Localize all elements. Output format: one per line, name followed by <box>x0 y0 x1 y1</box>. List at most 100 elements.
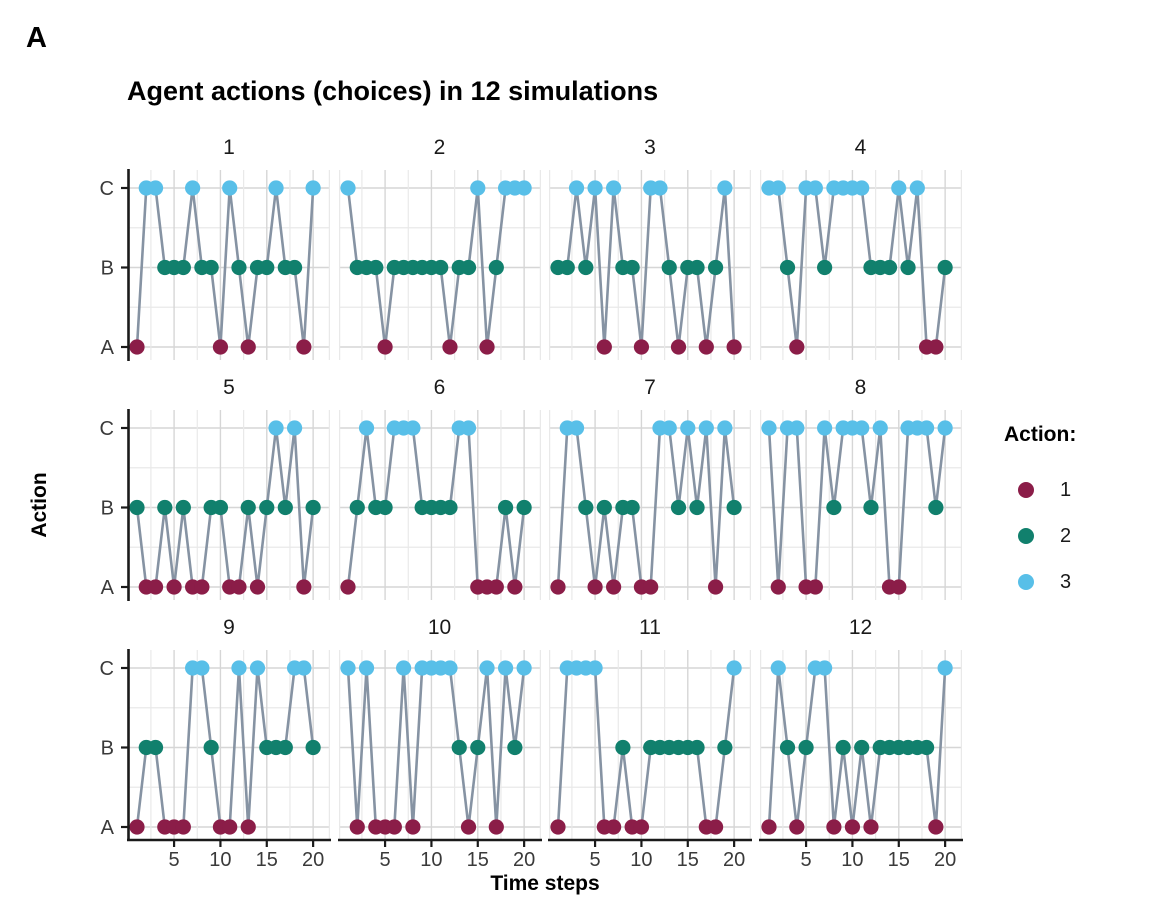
data-point <box>937 420 953 436</box>
facet-label: 9 <box>223 616 235 639</box>
data-point <box>469 180 485 196</box>
data-point <box>358 420 374 436</box>
y-tick-label: B <box>101 738 114 760</box>
data-point <box>844 819 860 835</box>
data-point <box>488 579 504 595</box>
data-point <box>862 499 879 516</box>
data-point <box>488 259 504 276</box>
x-tick-label: 15 <box>677 849 699 871</box>
x-tick-label: 15 <box>256 849 278 871</box>
data-point <box>305 739 321 756</box>
data-point <box>689 739 705 756</box>
data-point <box>376 499 393 516</box>
data-point <box>129 499 145 516</box>
data-point <box>212 339 229 355</box>
data-point <box>185 180 201 196</box>
data-point <box>249 660 266 676</box>
data-point <box>816 420 832 436</box>
data-point <box>578 499 594 516</box>
data-point <box>587 180 603 196</box>
data-point <box>231 660 247 676</box>
data-point <box>918 420 934 436</box>
data-point <box>497 499 513 516</box>
data-point <box>670 499 687 516</box>
legend-item: 2 <box>998 521 1076 551</box>
data-point <box>147 739 164 756</box>
data-point <box>578 259 594 276</box>
data-point <box>853 180 869 196</box>
data-point <box>927 339 943 355</box>
trend-line <box>135 426 315 589</box>
facet-label: 2 <box>433 136 446 159</box>
data-point <box>707 819 724 835</box>
facet-label: 5 <box>223 376 235 399</box>
data-point <box>770 660 786 676</box>
data-point <box>937 660 953 676</box>
data-point <box>376 339 393 355</box>
data-point <box>367 259 383 276</box>
data-point <box>339 180 356 196</box>
data-point <box>760 420 777 436</box>
y-tick-label: B <box>101 258 114 280</box>
data-point <box>698 420 714 436</box>
data-point <box>349 819 365 835</box>
data-point <box>779 259 795 276</box>
y-tick-label: C <box>100 178 114 200</box>
data-point <box>788 420 804 436</box>
data-point <box>568 420 585 436</box>
data-point <box>259 499 275 516</box>
data-point <box>550 819 566 835</box>
data-point <box>194 579 210 595</box>
data-point <box>899 259 916 276</box>
x-tick-label: 5 <box>379 849 390 871</box>
data-point <box>404 819 420 835</box>
data-point <box>175 499 191 516</box>
data-point <box>633 339 650 355</box>
data-point <box>305 180 321 196</box>
facet-label: 6 <box>433 376 446 399</box>
data-point <box>661 259 677 276</box>
data-point <box>770 579 786 595</box>
facet-panel-3 <box>549 170 751 360</box>
data-point <box>909 180 925 196</box>
data-point <box>788 339 804 355</box>
data-point <box>296 339 312 355</box>
x-tick-label: 5 <box>800 849 811 871</box>
data-point <box>147 180 164 196</box>
data-point <box>779 739 795 756</box>
data-point <box>386 819 402 835</box>
data-point <box>478 339 495 355</box>
data-point <box>825 499 841 516</box>
data-point <box>441 339 458 355</box>
data-point <box>516 660 532 676</box>
data-point <box>825 819 841 835</box>
data-point <box>643 579 659 595</box>
data-point <box>633 819 650 835</box>
data-point <box>203 259 219 276</box>
data-point <box>268 180 284 196</box>
facet-panel-2 <box>338 170 541 360</box>
data-point <box>478 660 495 676</box>
data-point <box>469 739 485 756</box>
data-point <box>460 259 476 276</box>
facet-label: 1 <box>223 136 235 159</box>
data-point <box>624 499 640 516</box>
data-point <box>788 819 804 835</box>
data-point <box>587 660 603 676</box>
data-point <box>404 420 420 436</box>
facet-panel-7 <box>549 410 751 600</box>
panel-label: A <box>26 22 47 54</box>
data-point <box>606 819 622 835</box>
data-point <box>129 819 145 835</box>
facet-label: 12 <box>848 616 873 639</box>
data-point <box>249 579 266 595</box>
data-point <box>460 819 476 835</box>
data-point <box>862 819 879 835</box>
facet-label: 4 <box>854 136 867 159</box>
data-point <box>277 739 293 756</box>
data-point <box>726 499 742 516</box>
legend-dot-action-2-icon <box>1018 528 1034 544</box>
facet-panel-6 <box>338 410 541 600</box>
data-point <box>506 579 522 595</box>
